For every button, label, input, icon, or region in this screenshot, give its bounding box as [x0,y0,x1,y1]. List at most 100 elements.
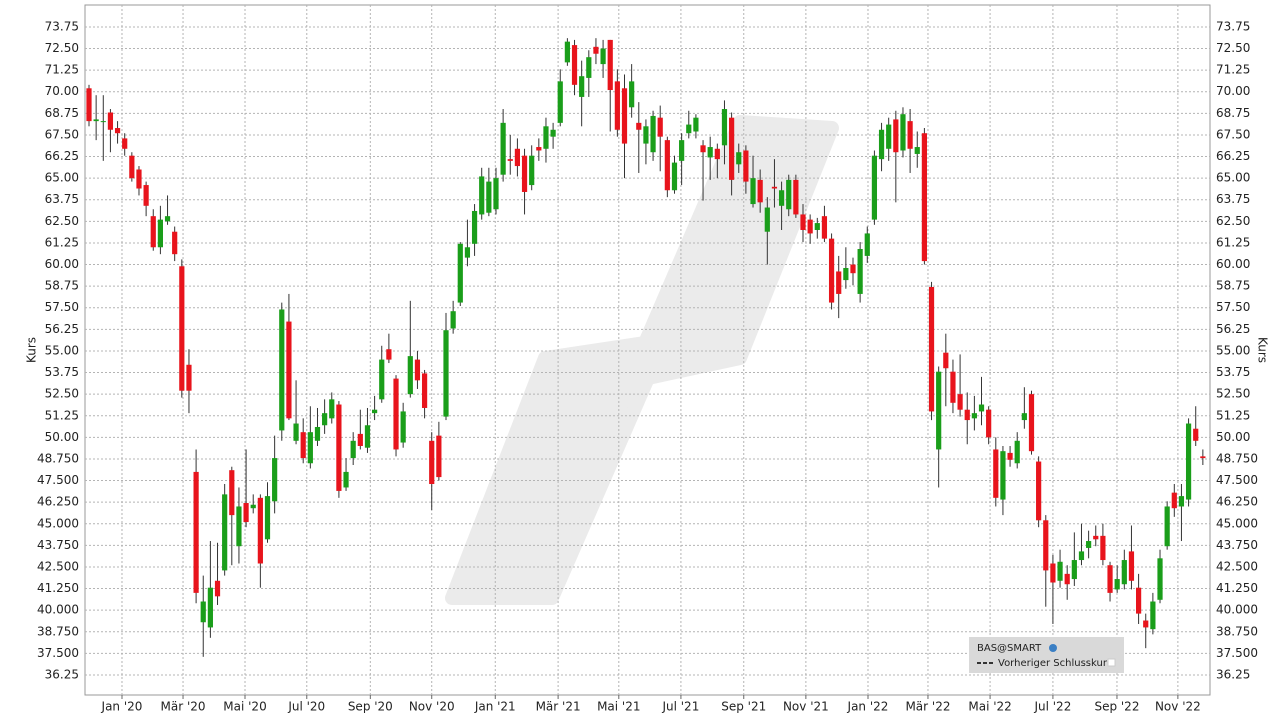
y2-tick-label: 57.50 [1216,300,1250,314]
candle-body [421,373,428,408]
y2-tick-label: 45.000 [1216,516,1258,530]
candle-body [1057,561,1063,581]
candle-body [664,140,670,191]
candle-body [243,503,249,523]
y-tick-label: 70.00 [45,84,79,98]
candle-body [878,129,885,160]
y2-tick-label: 70.00 [1216,84,1250,98]
candle-body [114,128,121,134]
candle-body [272,458,278,502]
y-tick-label: 36.25 [45,667,79,681]
y2-tick-label: 58.75 [1216,279,1250,293]
candle-body [129,155,135,179]
y2-tick-label: 65.00 [1216,171,1250,185]
x-tick-label: Jan '20 [101,700,143,714]
candle-body [900,114,906,151]
y2-tick-label: 63.75 [1216,192,1250,206]
candle-body [1143,620,1149,628]
candle-body [836,271,842,294]
candle-body [793,179,799,215]
x-tick-label: Nov '22 [1155,700,1201,714]
x-tick-label: Jul '21 [661,700,699,714]
y-tick-label: 71.25 [45,63,79,77]
candle-body [150,216,156,248]
candle-body [100,121,106,123]
candle-body [479,176,485,215]
candle-body [400,411,406,443]
candle-body [314,426,321,441]
candle-body [821,216,828,239]
candle-body [429,440,435,485]
y-tick-label: 51.25 [45,408,79,422]
candle-body [586,57,592,78]
candle-body [707,147,713,158]
y2-tick-label: 37.500 [1216,646,1258,660]
candle-body [1114,579,1120,590]
candle-body [786,179,792,210]
candle-body [157,219,163,248]
y-tick-label: 37.500 [37,646,79,660]
candle-body [921,133,927,262]
candle-body [764,207,770,232]
candle-body [536,147,542,151]
candle-body [1036,461,1042,521]
candle-body [1135,587,1142,614]
candle-body [1000,451,1006,500]
candle-body [1171,492,1177,509]
y2-tick-label: 66.25 [1216,149,1250,163]
y-tick-label: 57.50 [45,300,79,314]
candle-body [521,155,528,192]
candle-body [607,39,613,91]
candle-body [1164,506,1170,547]
y2-tick-label: 60.00 [1216,257,1250,271]
y-tick-label: 61.25 [45,235,79,249]
candle-body [122,138,128,149]
candle-body [579,76,585,97]
y-tick-label: 50.00 [45,430,79,444]
candle-body [629,81,635,108]
candle-body [1100,535,1106,561]
x-tick-label: Sep '22 [1094,700,1139,714]
x-tick-label: Mai '20 [223,700,266,714]
candle-body [1157,558,1163,600]
y2-tick-label: 67.50 [1216,127,1250,141]
y-tick-label: 40.000 [37,603,79,617]
legend-checkbox[interactable] [1107,658,1116,667]
candle-body [750,178,756,205]
candle-body [200,601,206,623]
y-tick-label: 46.250 [37,495,79,509]
candle-body [264,496,271,540]
candle-body [186,364,192,391]
y-tick-label: 45.000 [37,516,79,530]
candle-body [179,266,185,391]
candle-body [336,404,342,491]
candle-body [322,413,328,426]
candle-body [557,81,563,123]
candle-body [486,181,492,213]
candle-body [164,216,171,222]
x-tick-label: Nov '21 [783,700,829,714]
candle-body [643,126,649,144]
candle-body [372,409,378,414]
candle-body [543,126,549,149]
y2-tick-label: 47.500 [1216,473,1258,487]
candle-body [1150,601,1156,630]
candle-body [279,309,285,431]
candle-body [450,311,456,329]
candle-body [571,45,578,85]
x-tick-label: Mär '21 [536,700,581,714]
candle-body [936,371,942,450]
candle-body [1021,413,1027,421]
x-tick-label: Jan '21 [474,700,516,714]
y-tick-label: 47.500 [37,473,79,487]
candle-body [414,359,421,381]
y2-tick-label: 72.50 [1216,41,1250,55]
candle-body [86,88,92,122]
y2-tick-label: 56.25 [1216,322,1250,336]
candle-body [871,155,878,220]
candle-body [407,356,413,395]
candle-body [814,223,820,230]
candle-body [471,210,478,244]
candle-body [1071,560,1077,580]
